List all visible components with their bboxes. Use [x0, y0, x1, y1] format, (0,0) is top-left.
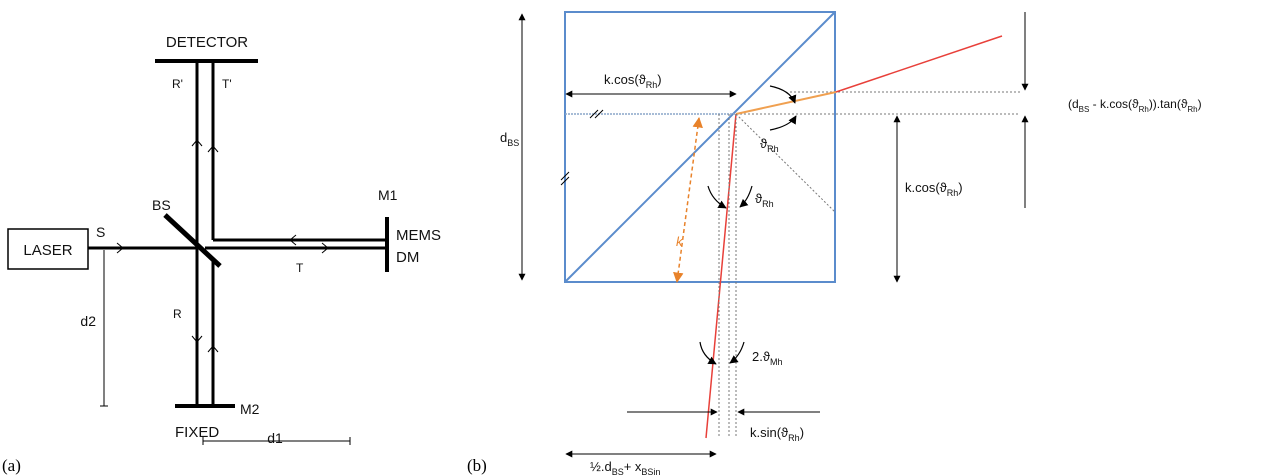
t-label: T — [296, 261, 304, 275]
theta-rh-right-label: ϑRh — [760, 136, 779, 154]
r-label: R — [173, 307, 182, 321]
up-arrow-r-prime — [191, 139, 203, 147]
reflected-ray-down — [705, 113, 737, 439]
t-prime-label: T' — [222, 77, 232, 91]
down-arrow-r — [191, 335, 203, 343]
kcos-right-label: k.cos(ϑRh) — [905, 180, 963, 198]
angle-arc-mid-right — [739, 185, 753, 208]
m2-label: M2 — [240, 401, 260, 417]
mems-label: MEMS — [396, 227, 441, 244]
input-beam-arrow — [116, 242, 124, 254]
source-label: S — [96, 224, 105, 240]
k-dimension — [673, 116, 703, 284]
up-arrow-r-return — [207, 345, 219, 353]
panel-a-caption: (a) — [2, 456, 21, 475]
ksin-label: k.sin(ϑRh) — [750, 425, 804, 443]
cube-diagonal — [564, 11, 836, 283]
refracted-ray-orange — [735, 91, 837, 115]
theta-rh-mid-label: ϑRh — [755, 191, 774, 209]
detector-label: DETECTOR — [166, 34, 248, 51]
half-dbs-label: ½.dBS+ xBSin — [590, 459, 660, 476]
tick-mark-beam-b — [594, 109, 604, 119]
dbs-label: dBS — [500, 130, 519, 148]
kcos-top-label: k.cos(ϑRh) — [604, 72, 662, 90]
left-arrow-t — [289, 234, 297, 246]
angle-arc-mid-left — [707, 185, 727, 209]
d1-label: d1 — [267, 430, 283, 446]
tick-mark-side-a — [560, 171, 570, 181]
m1-label: M1 — [378, 187, 398, 203]
up-arrow-t-prime — [207, 145, 219, 153]
tick-mark-side-b — [560, 176, 570, 186]
panel-b-caption: (b) — [467, 456, 487, 475]
angle-arc-low-left — [699, 341, 717, 365]
fixed-label: FIXED — [175, 424, 219, 441]
angle-arc-low-right — [729, 341, 745, 364]
offset-formula-label: (dBS - k.cos(ϑRh)).tan(ϑRh) — [1068, 97, 1202, 114]
r-prime-label: R' — [172, 77, 183, 91]
angle-arc-upper — [769, 85, 797, 104]
panel-b-beamsplitter-geometry: dBS k.cos(ϑRh) k ϑRh — [467, 11, 1202, 476]
dotted-normal — [735, 113, 836, 213]
outgoing-ray-red — [835, 35, 1003, 93]
tick-mark-beam-a — [589, 109, 599, 119]
right-arrow-t — [321, 242, 329, 254]
dm-label: DM — [396, 249, 419, 266]
two-theta-mh-label: 2.ϑMh — [752, 349, 782, 367]
laser-label: LASER — [23, 242, 72, 259]
beamsplitter-label: BS — [152, 197, 171, 213]
laser-box — [7, 228, 89, 270]
k-label: k — [676, 234, 684, 249]
angle-arc-lower — [769, 115, 797, 131]
d2-label: d2 — [80, 313, 96, 329]
beamsplitter — [163, 213, 222, 268]
panel-a-interferometer: LASER S BS R' T' DETECTOR T M1 MEMS DM — [2, 34, 441, 475]
